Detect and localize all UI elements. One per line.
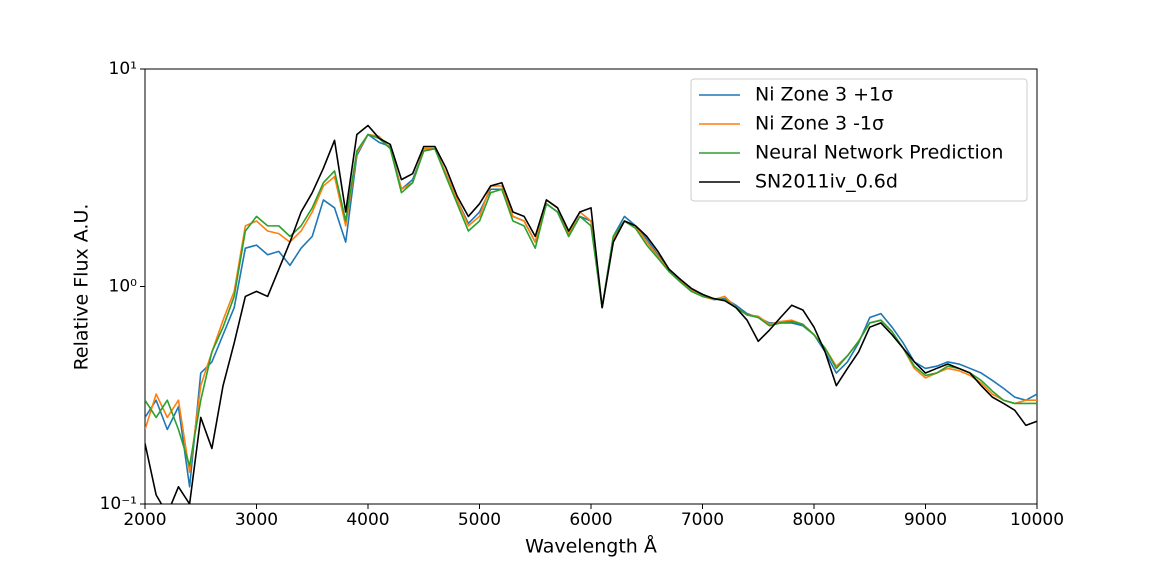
plot-lines: [145, 124, 1037, 504]
x-tick-label: 8000: [792, 510, 835, 530]
x-tick-label: 5000: [458, 510, 501, 530]
x-tick-label: 9000: [904, 510, 947, 530]
legend-box: [690, 78, 1028, 202]
series-line: [145, 124, 1037, 504]
x-tick-label: 3000: [235, 510, 278, 530]
x-tick-label: 2000: [123, 510, 166, 530]
x-tick-label: 4000: [346, 510, 389, 530]
y-tick-label: 10¹: [109, 59, 137, 79]
x-tick-label: 6000: [569, 510, 612, 530]
x-tick-label: 10000: [1010, 510, 1064, 530]
x-axis-label: Wavelength Å: [525, 535, 657, 558]
y-tick-label: 10⁻¹: [100, 494, 137, 514]
x-tick-label: 7000: [681, 510, 724, 530]
y-axis-label: Relative Flux A.U.: [71, 204, 93, 371]
y-tick-label: 10⁰: [109, 277, 138, 297]
legend-label: Neural Network Prediction: [755, 142, 1003, 164]
legend-label: Ni Zone 3 +1σ: [755, 84, 893, 106]
legend-label: SN2011iv_0.6d: [755, 171, 898, 193]
legend-label: Ni Zone 3 -1σ: [755, 113, 884, 135]
